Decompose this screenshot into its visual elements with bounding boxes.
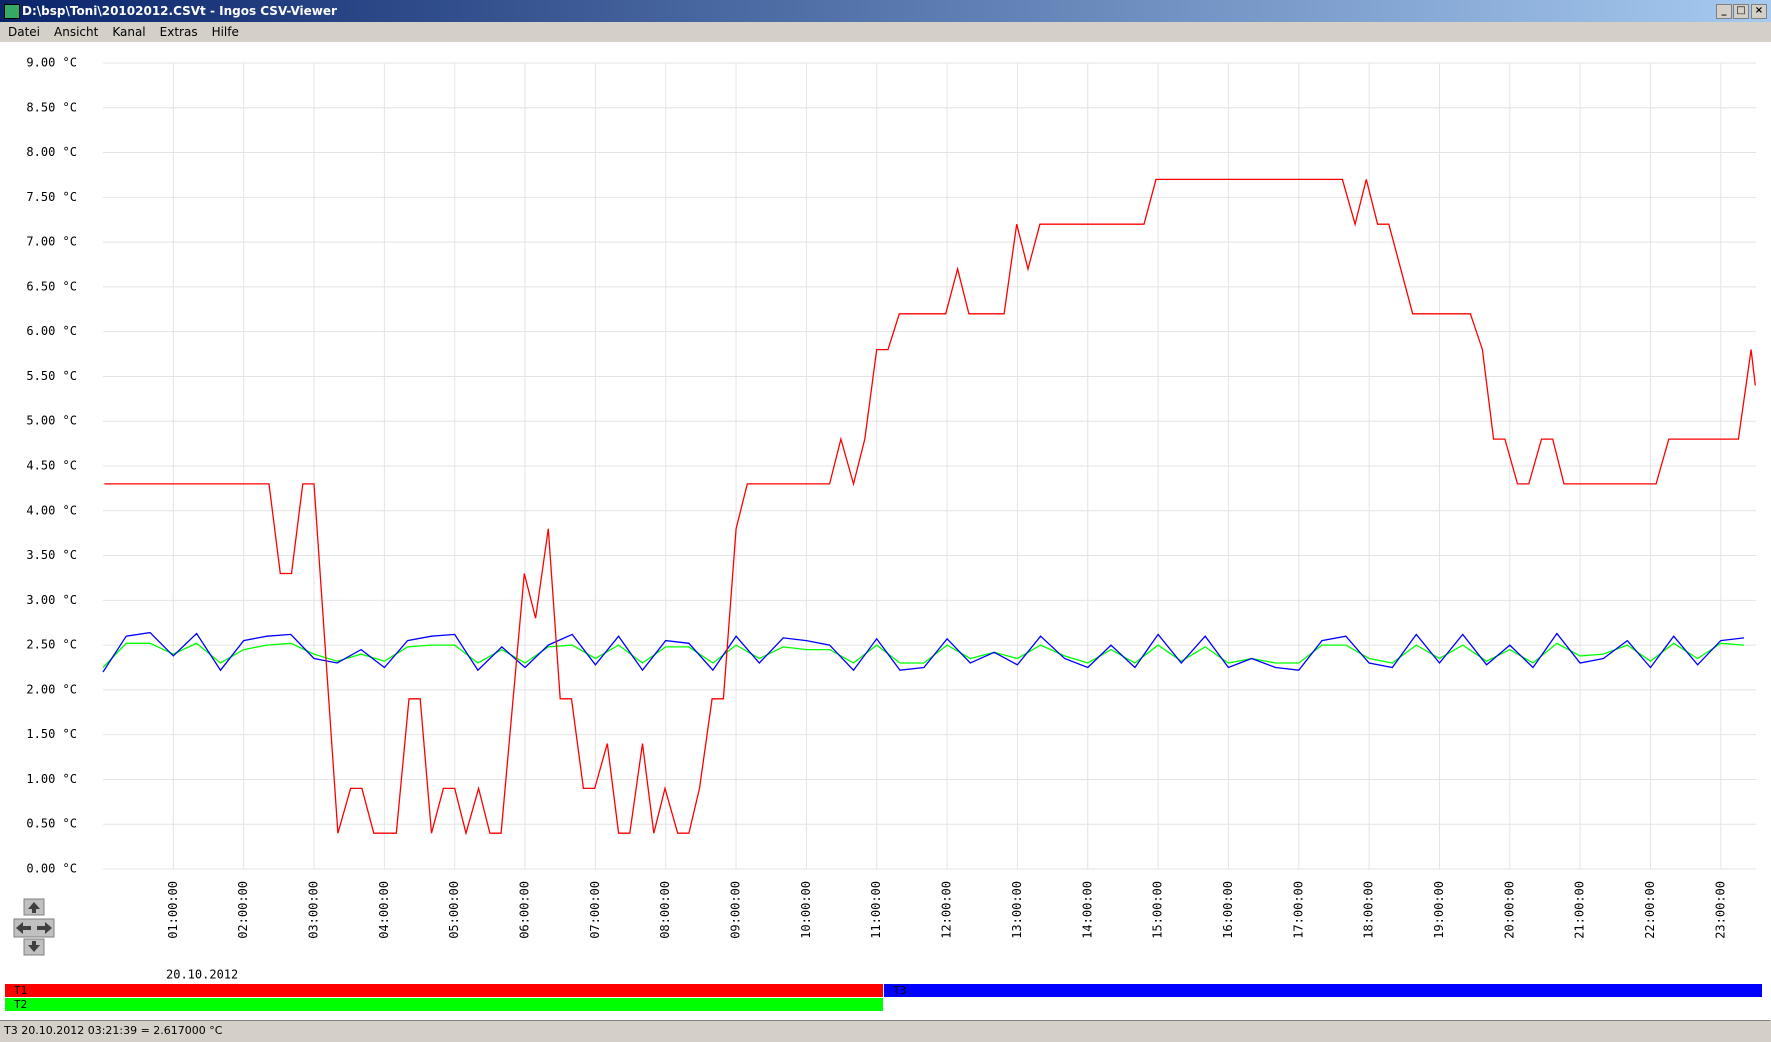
menu-item[interactable]: Ansicht [54,25,99,39]
x-tick-label: 01:00:00 [166,881,180,939]
y-tick-label: 5.50 °C [26,369,77,383]
legend-swatch [5,984,883,997]
legend-swatch [884,984,1762,997]
y-tick-label: 2.00 °C [26,682,77,696]
series-line [104,178,1756,836]
y-tick-label: 1.00 °C [26,772,77,786]
x-tick-label: 16:00:00 [1221,881,1235,939]
x-tick-label: 19:00:00 [1432,881,1446,939]
x-tick-label: 18:00:00 [1362,881,1376,939]
date-label: 20.10.2012 [166,968,238,982]
menu-item[interactable]: Hilfe [211,25,239,39]
x-tick-label: 03:00:00 [307,881,321,939]
x-tick-label: 04:00:00 [377,881,391,939]
minimize-button[interactable]: _ [1716,4,1732,19]
x-tick-label: 14:00:00 [1080,881,1094,939]
x-tick-label: 12:00:00 [940,881,954,939]
series-line [102,642,1745,668]
y-tick-label: 8.00 °C [26,145,77,159]
legend-label: T3 [893,984,906,997]
y-tick-label: 3.00 °C [26,593,77,607]
x-tick-label: 22:00:00 [1643,881,1657,939]
menu-bar: Datei Ansicht Kanal Extras Hilfe [0,22,1771,42]
x-tick-label: 10:00:00 [799,881,813,939]
legend-swatch [5,998,883,1011]
menu-item[interactable]: Extras [159,25,198,39]
legend-label: T1 [14,984,27,997]
legend-label: T2 [14,998,27,1011]
menu-item[interactable]: Datei [8,25,41,39]
x-tick-label: 09:00:00 [729,881,743,939]
y-tick-label: 8.50 °C [26,100,77,114]
app-icon [4,4,20,19]
title-bar: D:\bsp\Toni\20102012.CSVt - Ingos CSV-Vi… [0,0,1771,22]
y-tick-label: 3.50 °C [26,548,77,562]
chart-background [0,42,1771,1020]
close-button[interactable]: × [1751,4,1767,19]
x-tick-label: 02:00:00 [236,881,250,939]
x-tick-label: 07:00:00 [588,881,602,939]
nav-arrows[interactable] [13,898,55,956]
x-tick-label: 05:00:00 [447,881,461,939]
y-tick-label: 2.50 °C [26,638,77,652]
maximize-button[interactable]: □ [1733,4,1749,19]
window-title: D:\bsp\Toni\20102012.CSVt - Ingos CSV-Vi… [22,4,337,18]
series-line [102,631,1745,673]
y-tick-label: 7.50 °C [26,190,77,204]
y-tick-label: 7.00 °C [26,235,77,249]
x-tick-label: 23:00:00 [1713,881,1727,939]
y-tick-label: 6.50 °C [26,279,77,293]
y-tick-label: 0.00 °C [26,862,77,876]
x-tick-label: 06:00:00 [518,881,532,939]
x-tick-label: 13:00:00 [1010,881,1024,939]
x-tick-label: 08:00:00 [658,881,672,939]
x-tick-label: 15:00:00 [1151,881,1165,939]
y-tick-label: 4.00 °C [26,503,77,517]
menu-item[interactable]: Kanal [112,25,146,39]
x-tick-label: 20:00:00 [1502,881,1516,939]
y-tick-label: 4.50 °C [26,459,77,473]
y-tick-label: 6.00 °C [26,324,77,338]
x-tick-label: 21:00:00 [1573,881,1587,939]
x-tick-label: 17:00:00 [1291,881,1305,939]
y-tick-label: 9.00 °C [26,56,77,70]
y-tick-label: 0.50 °C [26,817,77,831]
chart: 20.10.2012 0.00 °C 0.50 °C 1.00 °C 1.50 °C 2… [0,42,1771,1020]
y-tick-label: 5.00 °C [26,414,77,428]
x-tick-label: 11:00:00 [869,881,883,939]
status-bar: T3 20.10.2012 03:21:39 = 2.617000 °C [0,1020,1770,1041]
y-tick-label: 1.50 °C [26,727,77,741]
